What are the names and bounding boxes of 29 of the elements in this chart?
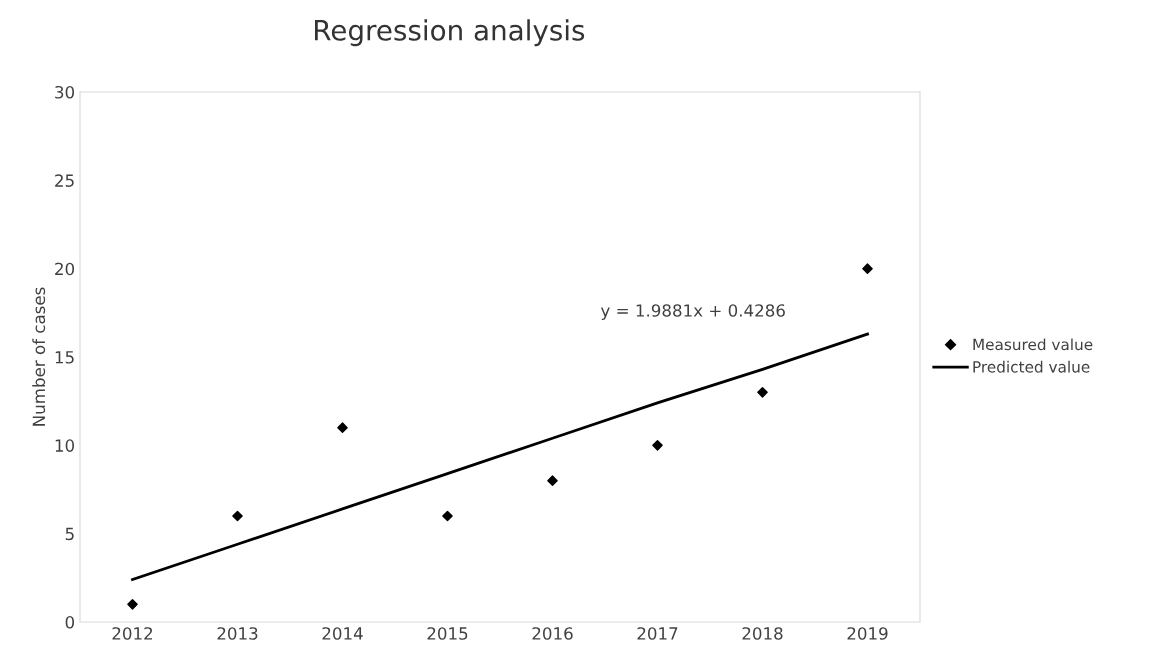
x-tick-label: 2017 [637, 627, 678, 640]
y-tick-label: 20 [55, 262, 75, 276]
x-tick-label: 2014 [322, 627, 363, 640]
y-tick-label: 25 [55, 174, 74, 187]
point [442, 510, 453, 522]
x-tick-label: 2013 [217, 627, 258, 640]
legend-label: Measured value [973, 338, 1093, 351]
line-series [131, 332, 869, 581]
x-tick-label: 2019 [847, 627, 888, 640]
chart-title: Regression analysis [315, 19, 585, 47]
x-tick-label: 2012 [112, 627, 153, 640]
y-tick-label: 30 [55, 85, 75, 99]
point [547, 475, 558, 486]
y-tick-label: 0 [65, 615, 75, 629]
y-tick-label: 15 [55, 351, 74, 364]
y-tick-label: 5 [65, 527, 74, 541]
x-tick-label: 2018 [742, 627, 783, 640]
annotation: y = 1.9881x + 0.4286 [600, 304, 785, 321]
point [127, 599, 138, 610]
y-tick-label: 10 [55, 439, 75, 452]
point [232, 510, 243, 522]
point [757, 387, 768, 398]
point [652, 440, 663, 451]
point [862, 263, 873, 274]
x-tick-label: 2016 [532, 627, 573, 640]
y-axis-title: Number of cases [32, 287, 46, 426]
x-tick-label: 2015 [427, 627, 468, 640]
point [337, 422, 348, 433]
legend-label: Predicted value [973, 360, 1090, 373]
